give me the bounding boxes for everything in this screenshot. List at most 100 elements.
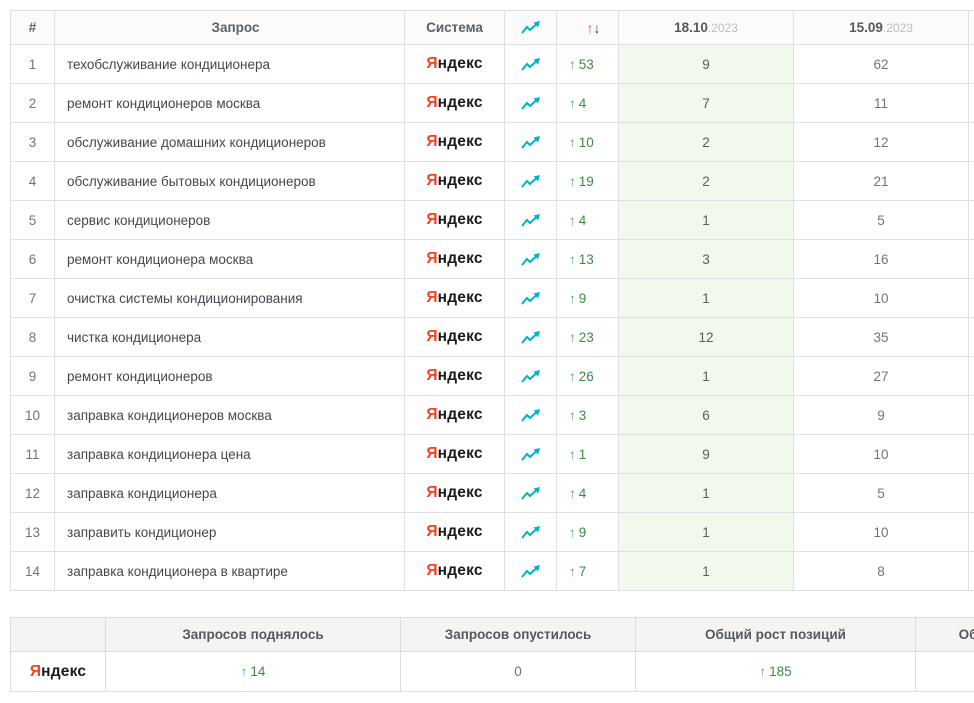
query-cell[interactable]: очистка системы кондиционирования — [54, 278, 405, 318]
position-previous: 62 — [793, 44, 969, 84]
up-arrow-icon: ↑ — [759, 664, 767, 679]
chart-cell[interactable] — [504, 356, 557, 396]
query-text: заправка кондиционера цена — [67, 446, 251, 462]
system-cell: Яндекс — [404, 278, 505, 318]
position-current: 6 — [618, 395, 794, 435]
col-header-sort[interactable]: ↑↓ — [556, 10, 619, 45]
position-previous: 35 — [793, 317, 969, 357]
table-row: 7 очистка системы кондиционирования Янде… — [10, 278, 974, 318]
summary-queries-down-value: 0 — [400, 651, 636, 692]
clipped-cell — [968, 122, 974, 162]
chart-cell[interactable] — [504, 473, 557, 513]
query-cell[interactable]: сервис кондиционеров — [54, 200, 405, 240]
change-value: 19 — [578, 173, 594, 189]
col-header-number[interactable]: # — [10, 10, 55, 45]
yandex-logo: Яндекс — [426, 211, 483, 228]
change-value: 9 — [578, 290, 587, 306]
change-value: 7 — [578, 563, 587, 579]
position-current: 1 — [618, 473, 794, 513]
position-previous: 21 — [793, 161, 969, 201]
position-previous: 9 — [793, 395, 969, 435]
query-cell[interactable]: техобслуживание кондиционера — [54, 44, 405, 84]
query-text: чистка кондиционера — [67, 329, 202, 345]
query-text: ремонт кондиционера москва — [67, 251, 254, 267]
query-cell[interactable]: чистка кондиционера — [54, 317, 405, 357]
col-header-system[interactable]: Система — [404, 10, 505, 45]
table-row: 8 чистка кондиционера Яндекс ↑ 23 12 35 — [10, 317, 974, 357]
query-cell[interactable]: ремонт кондиционеров москва — [54, 83, 405, 123]
system-cell: Яндекс — [404, 356, 505, 396]
chart-cell[interactable] — [504, 278, 557, 318]
clipped-cell — [968, 239, 974, 279]
system-cell: Яндекс — [404, 44, 505, 84]
query-cell[interactable]: заправить кондиционер — [54, 512, 405, 552]
chart-cell[interactable] — [504, 122, 557, 162]
chart-cell[interactable] — [504, 200, 557, 240]
chart-cell[interactable] — [504, 434, 557, 474]
table-row: 3 обслуживание домашних кондиционеров Ян… — [10, 122, 974, 162]
change-value: 3 — [578, 407, 587, 423]
system-cell: Яндекс — [404, 83, 505, 123]
chart-icon — [520, 525, 540, 539]
query-text: заправка кондиционера в квартире — [67, 563, 288, 579]
query-cell[interactable]: обслуживание бытовых кондиционеров — [54, 161, 405, 201]
up-arrow-icon: ↑ — [569, 95, 576, 111]
query-text: заправка кондиционера — [67, 485, 217, 501]
col-header-date-current[interactable]: 18.10.2023 — [618, 10, 794, 45]
change-cell: ↑ 23 — [556, 317, 619, 357]
chart-cell[interactable] — [504, 551, 557, 591]
row-number: 3 — [10, 122, 55, 162]
yandex-logo: Яндекс — [426, 55, 483, 72]
table-row: 9 ремонт кондиционеров Яндекс ↑ 26 1 27 — [10, 356, 974, 396]
position-previous: 5 — [793, 200, 969, 240]
chart-icon — [520, 447, 540, 461]
up-arrow-icon: ↑ — [569, 173, 576, 189]
summary-system-cell: Яндекс — [10, 651, 106, 692]
col-header-query[interactable]: Запрос — [54, 10, 405, 45]
query-cell[interactable]: заправка кондиционеров москва — [54, 395, 405, 435]
chart-icon — [520, 369, 540, 383]
up-arrow-icon: ↑ — [569, 485, 576, 501]
up-arrow-icon: ↑ — [569, 446, 576, 462]
row-number: 1 — [10, 44, 55, 84]
position-previous: 12 — [793, 122, 969, 162]
table-row: 10 заправка кондиционеров москва Яндекс … — [10, 395, 974, 435]
up-arrow-icon: ↑ — [569, 56, 576, 72]
change-cell: ↑ 19 — [556, 161, 619, 201]
position-previous: 27 — [793, 356, 969, 396]
query-text: обслуживание бытовых кондиционеров — [67, 173, 316, 189]
query-cell[interactable]: обслуживание домашних кондиционеров — [54, 122, 405, 162]
query-cell[interactable]: ремонт кондиционеров — [54, 356, 405, 396]
query-cell[interactable]: заправка кондиционера цена — [54, 434, 405, 474]
position-current: 1 — [618, 551, 794, 591]
query-cell[interactable]: ремонт кондиционера москва — [54, 239, 405, 279]
position-previous: 8 — [793, 551, 969, 591]
chart-cell[interactable] — [504, 512, 557, 552]
summary-total-growth-value: ↑ 185 — [635, 651, 916, 692]
col-header-date-previous[interactable]: 15.09.2023 — [793, 10, 969, 45]
row-number: 13 — [10, 512, 55, 552]
summary-header-system — [10, 617, 106, 652]
summary-header-row: Запросов поднялось Запросов опустилось О… — [10, 617, 974, 652]
chart-cell[interactable] — [504, 317, 557, 357]
chart-cell[interactable] — [504, 44, 557, 84]
query-cell[interactable]: заправка кондиционера в квартире — [54, 551, 405, 591]
row-number: 4 — [10, 161, 55, 201]
position-previous: 10 — [793, 512, 969, 552]
chart-cell[interactable] — [504, 239, 557, 279]
row-number: 12 — [10, 473, 55, 513]
table-row: 6 ремонт кондиционера москва Яндекс ↑ 13 … — [10, 239, 974, 279]
row-number: 6 — [10, 239, 55, 279]
summary-header-total-decline: Общее снижение позиций — [915, 617, 974, 652]
position-current: 12 — [618, 317, 794, 357]
chart-cell[interactable] — [504, 395, 557, 435]
chart-cell[interactable] — [504, 83, 557, 123]
chart-cell[interactable] — [504, 161, 557, 201]
change-cell: ↑ 7 — [556, 551, 619, 591]
query-cell[interactable]: заправка кондиционера — [54, 473, 405, 513]
up-arrow-icon: ↑ — [569, 251, 576, 267]
chart-icon — [520, 252, 540, 266]
change-cell: ↑ 9 — [556, 512, 619, 552]
system-cell: Яндекс — [404, 200, 505, 240]
system-cell: Яндекс — [404, 434, 505, 474]
